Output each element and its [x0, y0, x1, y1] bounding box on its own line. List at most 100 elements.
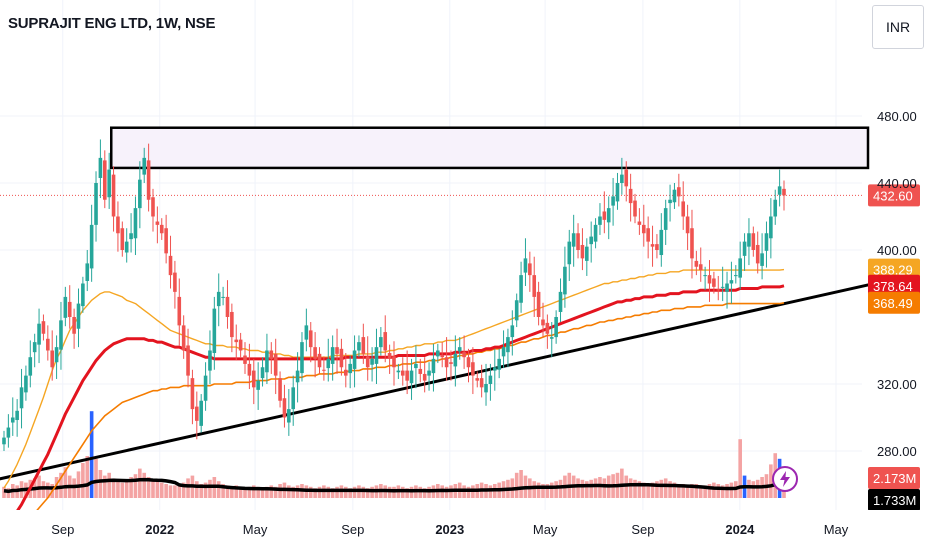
candle-body	[418, 368, 423, 374]
volume-bar	[602, 478, 607, 498]
candle-body	[488, 375, 493, 384]
candle-body	[712, 278, 716, 287]
volume-bar	[120, 482, 125, 498]
price-label-text: 432.60	[873, 188, 913, 203]
y-tick-label: 280.00	[877, 444, 917, 459]
candle-body	[383, 332, 388, 351]
volume-bar	[580, 479, 585, 498]
candle-body	[510, 325, 515, 338]
candle-body	[168, 255, 173, 276]
candle-body	[440, 355, 445, 358]
candle-body	[729, 280, 734, 284]
candle-body	[54, 347, 59, 363]
volume-bar	[203, 482, 208, 498]
volume-bar	[295, 485, 300, 498]
candle-body	[519, 275, 523, 303]
candle-body	[94, 183, 98, 225]
candle-body	[190, 378, 195, 410]
volume-bar	[256, 486, 260, 498]
volume-bar	[738, 439, 742, 498]
y-tick-label: 320.00	[877, 377, 917, 392]
volume-bar	[589, 479, 593, 498]
candle-body	[199, 400, 203, 426]
candle-body	[164, 228, 168, 254]
candle-body	[230, 311, 234, 338]
volume-bar	[641, 482, 646, 498]
candle-body	[24, 375, 28, 393]
candle-body	[541, 319, 545, 326]
candle-body	[85, 263, 90, 281]
candle-body	[67, 301, 72, 317]
volume-bar	[685, 485, 690, 498]
x-tick-label: May	[533, 522, 558, 537]
volume-bar	[89, 411, 94, 498]
volume-bar	[628, 478, 633, 498]
candle-body	[475, 378, 480, 381]
volume-bar	[352, 486, 357, 498]
candle-body	[751, 233, 756, 250]
volume-bar	[247, 486, 252, 498]
volume-bar	[138, 468, 142, 498]
candle-body	[155, 221, 160, 225]
candle-body	[133, 208, 138, 239]
candle-body	[681, 201, 686, 217]
candle-body	[59, 320, 63, 350]
candle-body	[755, 244, 760, 264]
volume-bar	[273, 486, 278, 498]
volume-bars	[2, 411, 786, 498]
candle-body	[585, 246, 589, 261]
candle-body	[81, 283, 85, 307]
currency-button[interactable]: INR	[872, 5, 924, 49]
volume-bar	[558, 479, 563, 498]
candle-body	[339, 348, 344, 368]
candle-body	[225, 296, 230, 317]
y-tick-label: 400.00	[877, 243, 917, 258]
volume-bar	[400, 486, 405, 498]
volume-bar	[265, 486, 269, 498]
volume-bar	[94, 458, 98, 498]
candle-body	[633, 200, 637, 217]
volume-bar	[326, 486, 331, 498]
volume-bar	[46, 482, 50, 498]
candle-body	[606, 208, 611, 223]
lightning-icon[interactable]	[772, 466, 798, 492]
volume-bar	[195, 481, 199, 498]
volume-ma-line	[3, 477, 785, 494]
candle-body	[124, 241, 129, 253]
candle-body	[361, 337, 366, 354]
x-axis: Sep 2022 May Sep 2023 May Sep 2024 May	[0, 510, 932, 550]
candle-body	[295, 370, 300, 383]
candle-body	[620, 174, 624, 183]
candle-body	[484, 384, 488, 393]
candle-body	[278, 378, 282, 401]
candle-body	[707, 275, 712, 284]
volume-bar	[225, 485, 230, 498]
candle-body	[287, 409, 291, 423]
candle-body	[462, 352, 466, 358]
candle-body	[343, 369, 348, 376]
candles	[2, 139, 786, 451]
y-tick-label: 440.00	[877, 176, 917, 191]
candle-body	[571, 233, 576, 247]
volume-label-text: 2.173M	[873, 471, 916, 486]
candle-body	[747, 233, 751, 247]
candle-body	[282, 398, 287, 418]
candle-body	[694, 260, 699, 267]
volume-bar	[151, 479, 155, 498]
candle-body	[444, 357, 449, 368]
candle-body	[449, 362, 453, 364]
candle-body	[532, 275, 537, 297]
volume-bar	[576, 478, 580, 498]
volume-bar	[549, 482, 554, 498]
candle-body	[322, 369, 326, 371]
x-tick-label: 2024	[725, 522, 755, 537]
volume-bar	[269, 485, 274, 498]
volume-bar	[650, 482, 655, 498]
candle-body	[677, 187, 681, 197]
candle-body	[352, 350, 357, 369]
grid	[0, 0, 862, 510]
price-label-box	[868, 274, 920, 297]
volume-bar	[677, 484, 681, 498]
